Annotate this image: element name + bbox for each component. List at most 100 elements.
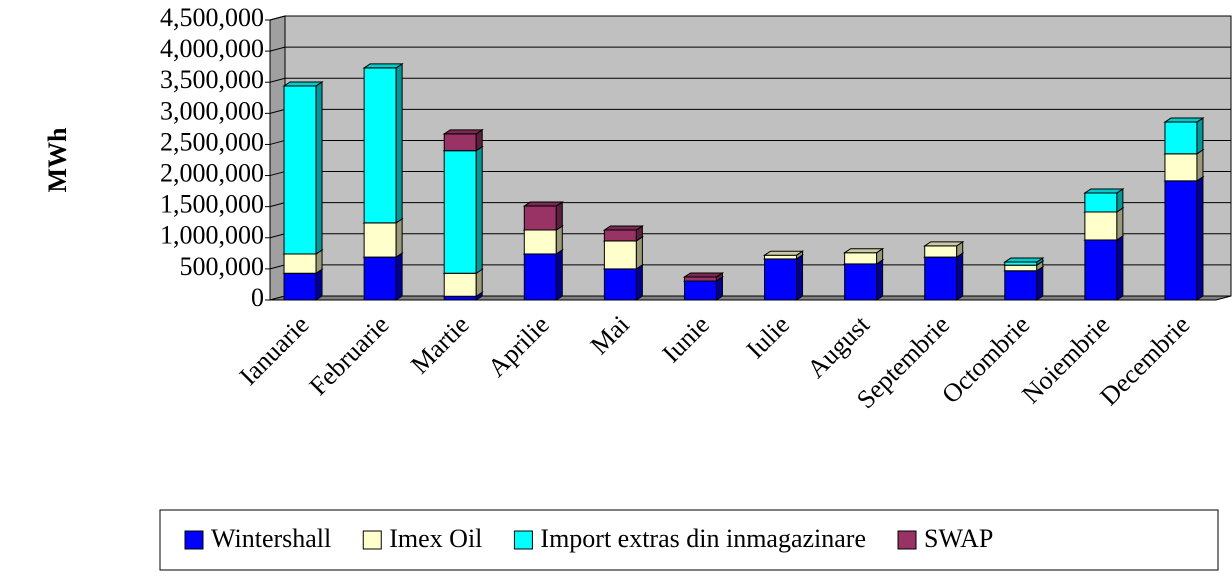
bar bbox=[523, 253, 557, 301]
bar bbox=[363, 256, 397, 301]
bar-side bbox=[1196, 175, 1204, 301]
legend-label: Imex Oil bbox=[389, 524, 482, 553]
y-tick-label: 3,000,000 bbox=[160, 96, 264, 125]
legend-label: SWAP bbox=[924, 524, 993, 553]
grid-line bbox=[269, 15, 286, 21]
bar bbox=[603, 240, 637, 270]
y-tick-label: 500,000 bbox=[180, 252, 265, 281]
bar bbox=[443, 150, 477, 274]
bar-side bbox=[1116, 235, 1124, 301]
y-tick-label: 0 bbox=[251, 283, 264, 312]
bar-side bbox=[1036, 265, 1044, 301]
bar bbox=[683, 276, 717, 282]
bar-side bbox=[555, 201, 563, 231]
y-tick-label: 2,500,000 bbox=[160, 127, 264, 156]
bar bbox=[443, 295, 477, 301]
legend-swatch bbox=[184, 530, 204, 550]
bar-side bbox=[635, 235, 643, 270]
bar bbox=[283, 85, 317, 255]
bar-top bbox=[1083, 188, 1125, 194]
bar bbox=[844, 252, 878, 265]
bar bbox=[603, 268, 637, 301]
x-tick-label: Martie bbox=[405, 310, 475, 380]
bar-side bbox=[395, 62, 403, 224]
bar bbox=[1084, 239, 1118, 301]
bar bbox=[1004, 270, 1038, 301]
bar bbox=[1164, 153, 1198, 182]
bar-side bbox=[956, 252, 964, 301]
bar-side bbox=[876, 258, 884, 301]
bar-top bbox=[1163, 117, 1205, 123]
bar bbox=[363, 67, 397, 224]
bar bbox=[764, 254, 798, 260]
bar-side bbox=[475, 268, 483, 298]
bar bbox=[924, 256, 958, 301]
grid-line bbox=[269, 264, 286, 270]
bar bbox=[1164, 121, 1198, 155]
bar bbox=[1084, 192, 1118, 213]
bar bbox=[1084, 211, 1118, 241]
side-wall bbox=[269, 15, 286, 301]
y-tick-label: 3,500,000 bbox=[160, 65, 264, 94]
bar bbox=[603, 229, 637, 242]
bar-side bbox=[315, 81, 323, 255]
bar bbox=[1004, 264, 1038, 272]
bar bbox=[283, 253, 317, 274]
bar bbox=[283, 272, 317, 301]
grid-line bbox=[269, 139, 286, 145]
bar-top bbox=[762, 250, 805, 256]
y-axis-title: MWh bbox=[43, 127, 72, 193]
y-tick-label: 1,000,000 bbox=[160, 221, 264, 250]
grid-line bbox=[269, 46, 286, 52]
legend-swatch bbox=[513, 530, 533, 550]
bar-side bbox=[1116, 207, 1124, 241]
bar bbox=[523, 229, 557, 255]
bar-side bbox=[395, 217, 403, 259]
bar-top bbox=[1003, 257, 1045, 263]
bar bbox=[443, 272, 477, 297]
bar bbox=[363, 222, 397, 258]
bar-top bbox=[923, 241, 965, 247]
y-tick-label: 1,500,000 bbox=[160, 190, 264, 219]
bar-side bbox=[555, 249, 563, 301]
bar-side bbox=[796, 253, 804, 301]
x-tick-label: Februarie bbox=[304, 310, 395, 401]
legend-label: Wintershall bbox=[211, 524, 331, 553]
grid-line bbox=[269, 171, 286, 177]
legend-label: Import extras din inmagazinare bbox=[540, 524, 866, 553]
bar bbox=[1164, 180, 1198, 301]
bar-side bbox=[555, 225, 563, 255]
bar-side bbox=[635, 263, 643, 301]
bar-top bbox=[362, 63, 404, 69]
bar-side bbox=[1196, 148, 1204, 182]
bar bbox=[683, 280, 717, 301]
x-tick-label: Octombrie bbox=[936, 310, 1035, 409]
y-tick-label: 2,000,000 bbox=[160, 159, 264, 188]
bar-side bbox=[475, 145, 483, 275]
legend-swatch bbox=[897, 530, 917, 550]
bar-side bbox=[395, 252, 403, 301]
y-tick-label: 4,000,000 bbox=[160, 34, 264, 63]
bar bbox=[844, 263, 878, 301]
bar-top bbox=[282, 81, 324, 87]
grid-line bbox=[269, 233, 286, 239]
floor bbox=[269, 295, 1232, 301]
bar-top bbox=[602, 225, 645, 231]
grid-line bbox=[269, 202, 286, 208]
legend-swatch bbox=[362, 530, 382, 550]
grid-line bbox=[269, 77, 286, 83]
bar-top bbox=[522, 201, 564, 207]
bar bbox=[523, 205, 557, 231]
bar bbox=[443, 133, 477, 152]
bar-top bbox=[842, 248, 885, 254]
x-tick-label: Iunie bbox=[657, 310, 715, 368]
bar-top bbox=[682, 272, 725, 278]
bar-top bbox=[442, 129, 484, 135]
y-tick-label: 4,500,000 bbox=[160, 3, 264, 32]
x-tick-label: Aprilie bbox=[482, 310, 555, 383]
bar-side bbox=[1196, 117, 1204, 155]
x-tick-label: Mai bbox=[585, 310, 635, 360]
bar bbox=[764, 258, 798, 301]
x-tick-label: Ianuarie bbox=[234, 310, 315, 391]
